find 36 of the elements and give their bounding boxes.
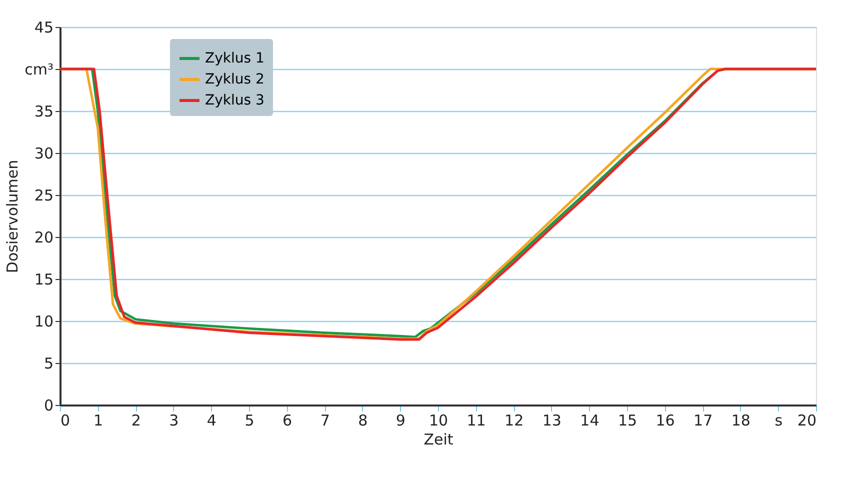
legend-label: Zyklus 1 — [205, 50, 264, 66]
x-tick-label: 17 — [694, 412, 713, 430]
x-tick-label: 16 — [656, 412, 675, 430]
y-tick-label: 15 — [34, 270, 54, 288]
x-tick-label: s — [774, 412, 783, 430]
x-tick-label: 5 — [244, 412, 254, 430]
y-tick-label: 5 — [44, 354, 54, 372]
x-tick-label: 14 — [580, 412, 600, 430]
x-tick-label: 9 — [396, 412, 406, 430]
x-tick-label: 6 — [282, 412, 292, 430]
x-tick-label: 10 — [428, 412, 448, 430]
y-tick-label: 0 — [44, 396, 54, 414]
x-tick-label: 13 — [542, 412, 562, 430]
x-tick-label: 12 — [504, 412, 524, 430]
y-tick-label: 45 — [34, 18, 54, 36]
y-tick-label: cm³ — [24, 60, 54, 78]
y-tick-label: 10 — [34, 312, 54, 330]
y-tick-label: 20 — [34, 228, 54, 246]
x-tick-label: 18 — [731, 412, 750, 430]
y-tick-label: 35 — [34, 102, 54, 120]
x-tick-label: 7 — [320, 412, 330, 430]
legend-label: Zyklus 3 — [205, 92, 264, 108]
x-tick-label: 15 — [618, 412, 638, 430]
x-tick-label: 20 — [797, 412, 816, 430]
x-axis-title: Zeit — [424, 430, 454, 448]
legend-label: Zyklus 2 — [205, 72, 264, 88]
y-tick-label: 30 — [34, 144, 54, 162]
y-axis-title: Dosiervolumen — [4, 160, 22, 274]
x-tick-label: 4 — [206, 412, 216, 430]
x-tick-label: 1 — [94, 412, 104, 430]
x-tick-label: 0 — [60, 412, 70, 430]
x-tick-label: 11 — [466, 412, 486, 430]
x-tick-label: 8 — [358, 412, 368, 430]
x-tick-label: 2 — [131, 412, 141, 430]
y-tick-label: 25 — [34, 186, 54, 204]
x-tick-label: 3 — [169, 412, 179, 430]
